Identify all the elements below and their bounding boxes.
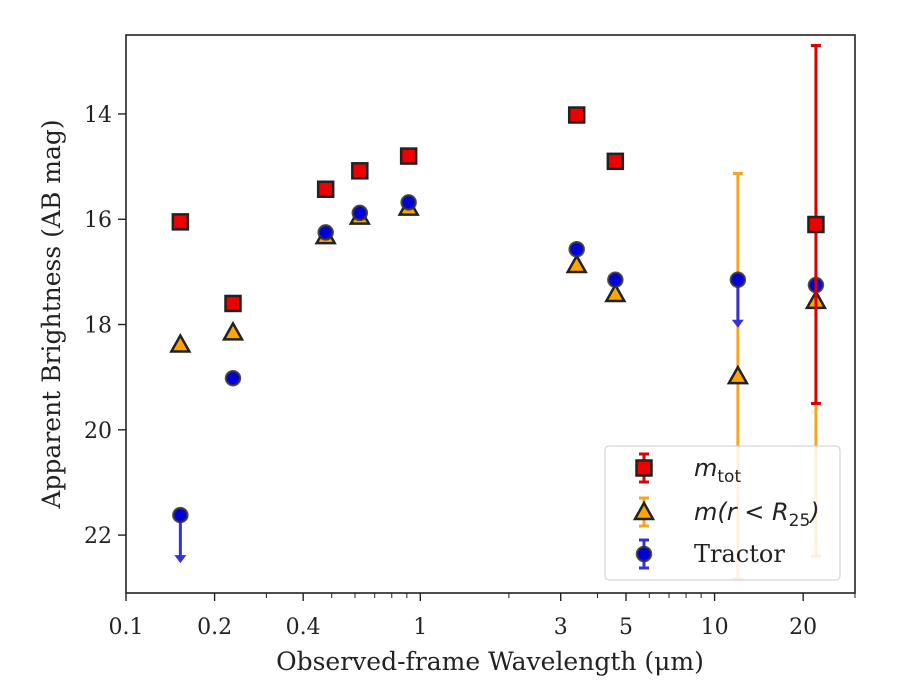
data-point	[221, 320, 245, 341]
legend-frame	[604, 445, 841, 581]
data-point	[171, 213, 190, 231]
y-tick-label: 14	[84, 103, 112, 128]
square-marker	[399, 147, 418, 165]
legend-entry: m(r < R25)	[632, 496, 820, 531]
square-marker	[171, 213, 190, 231]
circle-marker	[607, 271, 624, 289]
legend-entry: Tractor	[635, 538, 785, 570]
data-point	[565, 253, 588, 274]
x-tick-label: 0.2	[197, 615, 232, 640]
y-tick-label: 18	[84, 314, 112, 339]
axis-ticks: 0.1 0.2 0.4 1 3 5 10 20 14 16 18 20 22	[84, 103, 856, 640]
legend-label: m(r < R25)	[694, 498, 820, 531]
circle-marker	[224, 369, 242, 387]
data-point	[316, 180, 335, 198]
data-point	[604, 282, 627, 303]
circle-marker	[568, 241, 585, 258]
square-marker	[351, 162, 369, 180]
triangle-marker	[221, 320, 245, 341]
legend-circle-marker	[635, 545, 653, 563]
circle-marker	[317, 224, 334, 241]
x-tick-label: 0.1	[109, 615, 144, 640]
legend-label: Tractor	[694, 540, 785, 568]
data-point	[317, 224, 334, 241]
legend-square-marker	[635, 459, 653, 477]
legend: mtot m(r < R25) Tractor	[604, 445, 841, 581]
x-tick-label: 0.4	[286, 615, 321, 640]
x-tick-label: 10	[701, 615, 729, 640]
square-marker	[807, 215, 825, 234]
y-axis-label: Apparent Brightness (AB mag)	[37, 119, 66, 509]
upper-limit-arrowhead	[174, 555, 187, 564]
x-tick-label: 20	[789, 615, 817, 640]
circle-marker	[400, 194, 417, 211]
legend-triangle-marker	[632, 500, 656, 521]
data-point	[351, 204, 369, 222]
triangle-marker	[169, 332, 192, 353]
data-point	[224, 294, 242, 313]
data-point	[172, 506, 189, 564]
data-point	[607, 271, 624, 289]
data-point	[568, 241, 585, 258]
data-point	[567, 106, 586, 124]
circle-marker	[172, 506, 189, 524]
triangle-marker	[604, 282, 627, 303]
data-point	[399, 147, 418, 165]
x-tick-label: 3	[554, 615, 568, 640]
circle-marker	[729, 271, 747, 289]
y-tick-label: 22	[84, 524, 112, 549]
data-point	[606, 152, 625, 171]
legend-entry: mtot	[635, 452, 741, 487]
square-marker	[606, 152, 625, 171]
x-tick-label: 1	[413, 615, 427, 640]
data-point	[351, 162, 369, 180]
data-point	[729, 271, 747, 328]
square-marker	[316, 180, 335, 198]
data-point	[807, 44, 825, 405]
data-point	[224, 369, 242, 387]
plot-frame	[125, 34, 856, 594]
triangle-marker	[726, 364, 750, 385]
y-tick-label: 16	[84, 208, 112, 233]
data-points	[169, 44, 828, 581]
triangle-marker	[565, 253, 588, 274]
x-axis-label: Observed-frame Wavelength (μm)	[276, 647, 704, 676]
legend-label: mtot	[694, 454, 741, 487]
square-marker	[224, 294, 242, 313]
x-tick-label: 5	[619, 615, 633, 640]
data-point	[400, 194, 417, 211]
data-point	[169, 332, 192, 353]
upper-limit-arrowhead	[731, 319, 744, 328]
circle-marker	[351, 204, 369, 222]
square-marker	[567, 106, 586, 124]
y-tick-label: 20	[84, 419, 112, 444]
